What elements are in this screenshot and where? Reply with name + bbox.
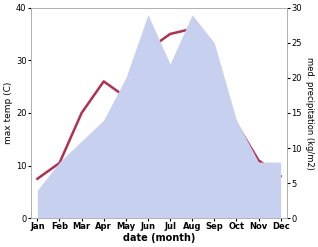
Y-axis label: max temp (C): max temp (C) <box>4 82 13 144</box>
X-axis label: date (month): date (month) <box>123 233 195 243</box>
Y-axis label: med. precipitation (kg/m2): med. precipitation (kg/m2) <box>305 57 314 169</box>
